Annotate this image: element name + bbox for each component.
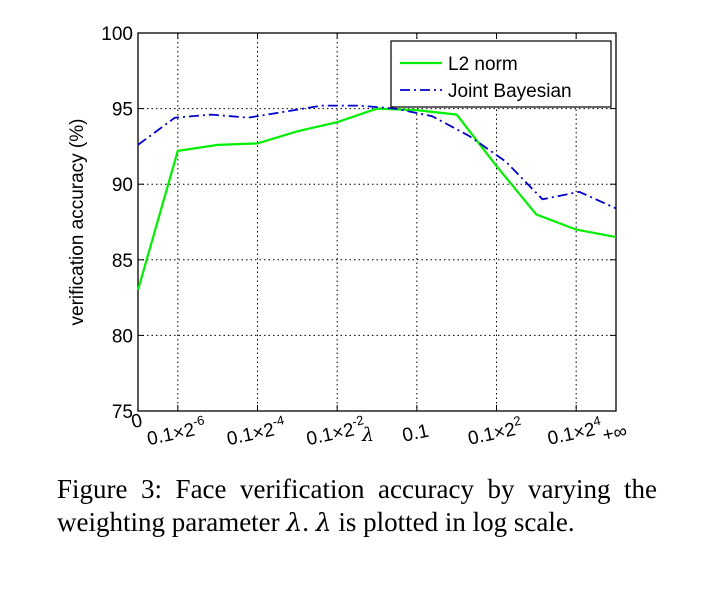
x-tick-label: 0.1×2-4 bbox=[224, 412, 288, 450]
caption-text-end: is plotted in log scale. bbox=[331, 507, 575, 537]
x-tick-label: 0 bbox=[129, 410, 144, 433]
legend: L2 norm Joint Bayesian bbox=[390, 40, 612, 108]
series-line-joint-bayesian bbox=[137, 104, 617, 210]
x-tick-label: 0.1 bbox=[401, 421, 431, 447]
y-tick-label: 75 bbox=[112, 402, 133, 423]
y-tick-label: 100 bbox=[101, 24, 133, 45]
x-tick-label: 0.1×24 bbox=[545, 413, 605, 450]
plot-area bbox=[137, 32, 617, 412]
figure-caption: Figure 3: Face verification accuracy by … bbox=[57, 473, 657, 539]
caption-text-mid: . bbox=[302, 507, 316, 537]
y-tick-label: 90 bbox=[112, 175, 133, 196]
x-tick-label: 0.1×22 bbox=[465, 413, 525, 450]
x-tick-label: +∞ bbox=[601, 421, 629, 447]
y-tick-label: 85 bbox=[112, 251, 133, 272]
series-lines bbox=[136, 104, 617, 291]
y-axis: 75 80 85 90 95 100 bbox=[101, 24, 616, 423]
x-tick-label: 0.1×2-6 bbox=[144, 412, 208, 450]
y-axis-label: verification accuracy (%) bbox=[67, 119, 88, 326]
caption-lambda-1: λ bbox=[286, 508, 303, 537]
caption-lambda-2: λ bbox=[315, 508, 332, 537]
legend-box bbox=[390, 40, 612, 108]
legend-label-l2-norm: L2 norm bbox=[448, 54, 518, 75]
y-tick-label: 95 bbox=[112, 100, 133, 121]
x-tick-label: 0.1×2-2 bbox=[304, 412, 368, 450]
x-axis-label: λ bbox=[361, 424, 374, 446]
legend-label-joint-bayesian: Joint Bayesian bbox=[448, 81, 572, 102]
caption-text: Figure 3: Face verification accuracy by … bbox=[57, 474, 657, 537]
y-tick-label: 80 bbox=[112, 326, 133, 347]
series-line-l2-norm bbox=[136, 107, 617, 291]
chart: 75 80 85 90 95 100 0 0.1×2-6 0.1×2-4 0.1×2-2 0.1 0… bbox=[67, 24, 629, 450]
